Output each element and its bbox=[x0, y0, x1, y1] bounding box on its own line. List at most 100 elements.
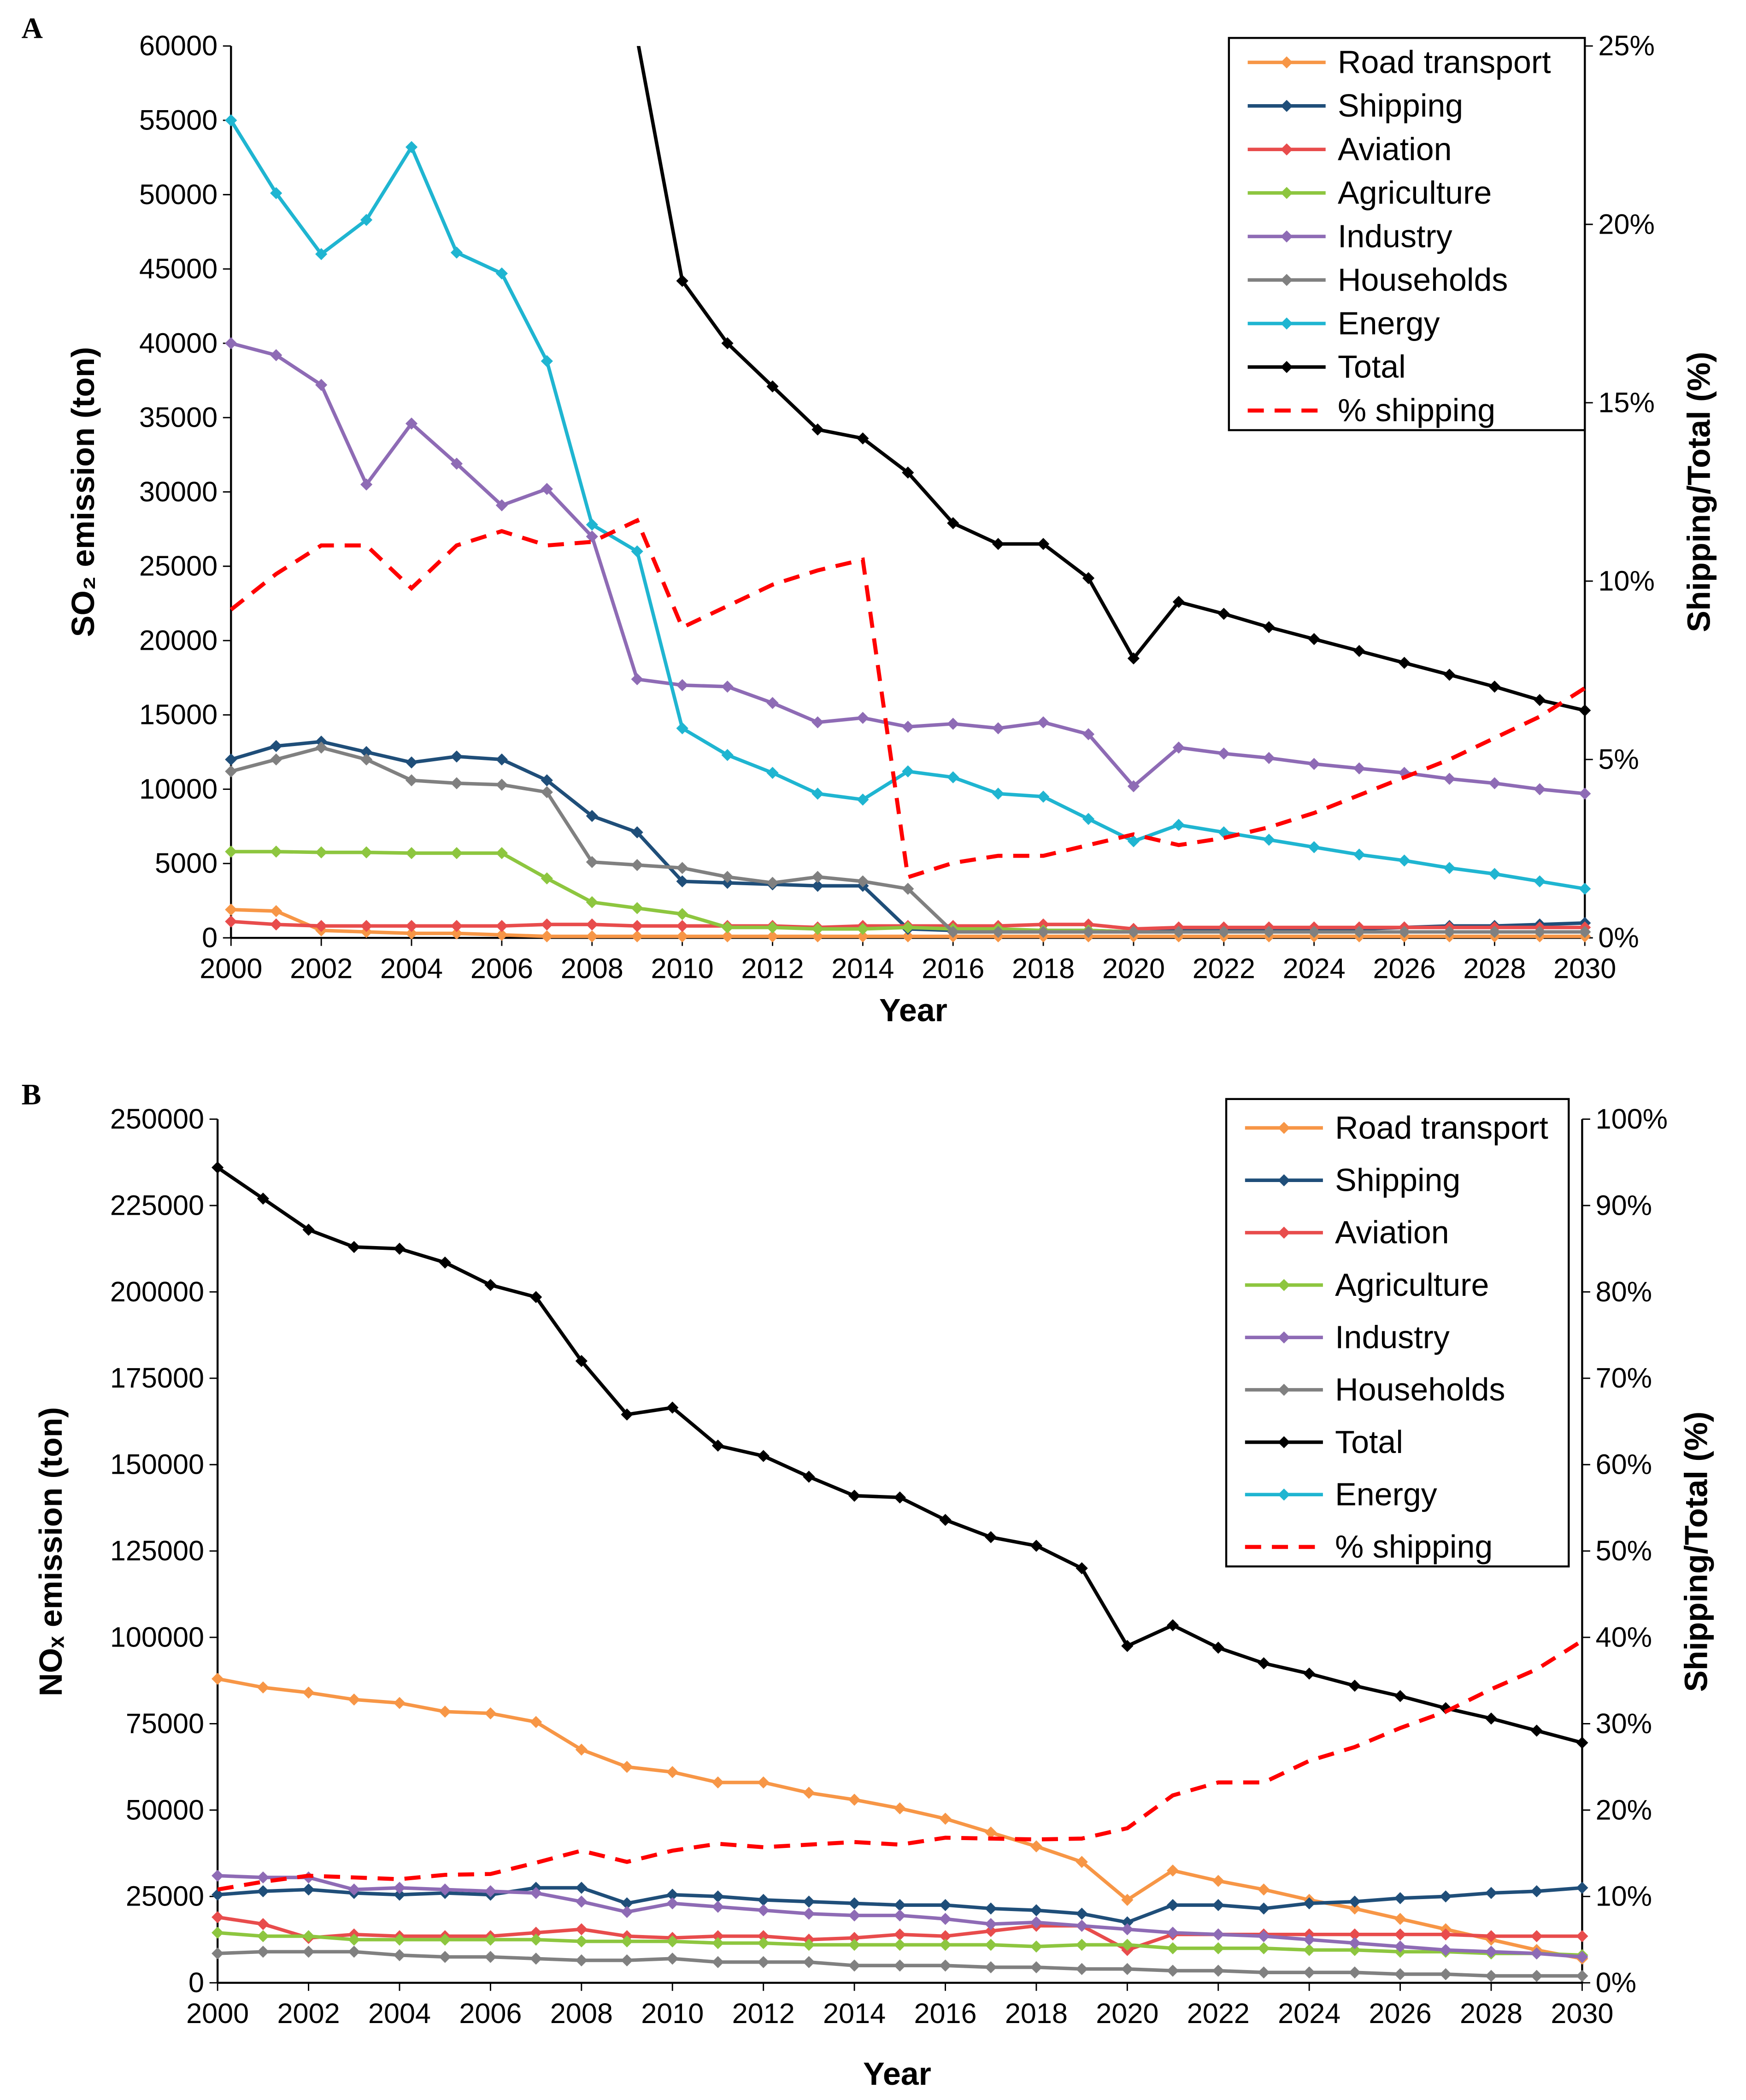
data-point-households bbox=[439, 1951, 451, 1963]
data-point-industry bbox=[1353, 762, 1365, 775]
legend-marker bbox=[1278, 1226, 1290, 1239]
x-tick-label: 2024 bbox=[1283, 953, 1346, 984]
data-point-shipping bbox=[939, 1899, 952, 1912]
data-point-agriculture bbox=[257, 1930, 269, 1942]
data-point-total bbox=[1212, 1641, 1224, 1654]
data-point-industry bbox=[439, 1883, 451, 1896]
data-point-road-transport bbox=[666, 1766, 679, 1778]
y-tick-label: 125000 bbox=[110, 1535, 204, 1566]
data-point-households bbox=[530, 1953, 542, 1965]
data-point-shipping bbox=[811, 880, 824, 892]
legend: Road transport Shipping Aviation Agricultur… bbox=[1225, 1098, 1570, 1568]
data-point-households bbox=[405, 774, 418, 787]
data-point-total bbox=[484, 1279, 497, 1291]
y2-tick-label: 20% bbox=[1596, 1794, 1652, 1825]
legend-label: Aviation bbox=[1338, 131, 1452, 167]
data-point-shipping bbox=[541, 774, 553, 787]
data-point-shipping bbox=[1303, 1897, 1316, 1910]
y-tick-label: 60000 bbox=[139, 30, 218, 61]
data-point-households bbox=[575, 1954, 588, 1967]
y2-tick-label: 60% bbox=[1596, 1449, 1652, 1480]
data-point-shipping bbox=[1212, 1899, 1224, 1912]
legend-label: Road transport bbox=[1335, 1110, 1548, 1146]
data-point-agriculture bbox=[405, 847, 418, 859]
y2-axis-title: Shipping/Total (%) bbox=[1678, 1412, 1714, 1692]
data-point-aviation bbox=[757, 1930, 770, 1942]
data-point-shipping bbox=[1440, 1890, 1452, 1903]
data-point-total bbox=[1534, 694, 1546, 706]
x-tick-label: 2008 bbox=[550, 1998, 613, 2029]
series-line-pct-shipping bbox=[229, 518, 1586, 880]
data-point-energy bbox=[1082, 812, 1095, 825]
legend-label: Agriculture bbox=[1335, 1267, 1489, 1303]
data-point-aviation bbox=[530, 1926, 542, 1939]
data-point-shipping bbox=[575, 1882, 588, 1894]
data-point-industry bbox=[1166, 1926, 1179, 1939]
data-point-total bbox=[1308, 633, 1320, 645]
y-tick-label: 25000 bbox=[139, 550, 218, 582]
data-point-agriculture bbox=[586, 896, 598, 908]
data-point-total bbox=[666, 1401, 679, 1414]
data-point-industry bbox=[1488, 777, 1501, 789]
series-industry bbox=[212, 1870, 1588, 1963]
data-point-households bbox=[1076, 1963, 1088, 1975]
data-point-industry bbox=[666, 1897, 679, 1910]
data-point-total bbox=[1348, 1679, 1361, 1692]
data-point-households bbox=[393, 1949, 406, 1961]
data-point-households bbox=[1263, 926, 1275, 938]
data-point-households bbox=[348, 1946, 360, 1958]
data-point-agriculture bbox=[902, 921, 914, 934]
y-tick-label: 10000 bbox=[139, 773, 218, 805]
data-point-total bbox=[803, 1471, 815, 1483]
data-point-road-transport bbox=[439, 1706, 451, 1718]
data-point-energy bbox=[902, 765, 914, 777]
data-point-shipping bbox=[1394, 1892, 1406, 1905]
data-point-energy bbox=[315, 248, 328, 260]
data-point-agriculture bbox=[631, 902, 643, 914]
data-point-road-transport bbox=[803, 1787, 815, 1799]
data-point-industry bbox=[811, 716, 824, 729]
data-point-road-transport bbox=[212, 1672, 224, 1685]
legend-item-energy: Energy bbox=[1247, 305, 1440, 341]
legend-item-shipping: Shipping bbox=[1245, 1162, 1460, 1198]
data-point-total bbox=[1172, 596, 1185, 608]
legend-label: % shipping bbox=[1338, 392, 1495, 428]
panel-label-b: B bbox=[22, 1078, 41, 1111]
data-point-total bbox=[985, 1531, 997, 1543]
data-point-agriculture bbox=[541, 872, 553, 885]
data-point-energy bbox=[1308, 841, 1320, 853]
data-point-road-transport bbox=[894, 1802, 906, 1815]
legend-label: Households bbox=[1338, 262, 1508, 298]
data-point-shipping bbox=[212, 1888, 224, 1901]
data-point-households bbox=[1488, 926, 1501, 938]
x-tick-label: 2028 bbox=[1463, 953, 1526, 984]
data-point-road-transport bbox=[225, 903, 237, 916]
data-point-aviation bbox=[586, 918, 598, 931]
x-tick-label: 2016 bbox=[922, 953, 984, 984]
x-tick-label: 2014 bbox=[823, 1998, 886, 2029]
legend-label: Shipping bbox=[1338, 88, 1463, 124]
legend-label: Agriculture bbox=[1338, 175, 1492, 211]
data-point-total bbox=[1082, 572, 1095, 584]
data-point-road-transport bbox=[1030, 1840, 1043, 1853]
data-point-households bbox=[1217, 926, 1230, 938]
data-point-energy bbox=[450, 247, 463, 259]
data-point-households bbox=[857, 875, 869, 888]
data-point-road-transport bbox=[495, 929, 508, 941]
y-tick-label: 0 bbox=[188, 1967, 204, 1998]
y-tick-label: 15000 bbox=[139, 699, 218, 730]
data-point-total bbox=[621, 1408, 633, 1421]
y2-tick-label: 70% bbox=[1596, 1362, 1652, 1394]
data-point-agriculture bbox=[450, 847, 463, 859]
y-tick-label: 30000 bbox=[139, 476, 218, 507]
data-point-agriculture bbox=[848, 1939, 861, 1951]
data-point-agriculture bbox=[676, 908, 688, 920]
y2-tick-label: 90% bbox=[1596, 1189, 1652, 1221]
x-tick-label: 2012 bbox=[732, 1998, 795, 2029]
data-point-road-transport bbox=[811, 930, 824, 943]
data-point-industry bbox=[1534, 783, 1546, 795]
y-tick-label: 25000 bbox=[126, 1881, 204, 1912]
data-point-total bbox=[393, 1242, 406, 1255]
data-point-energy bbox=[947, 771, 959, 783]
data-point-road-transport bbox=[939, 1812, 952, 1825]
